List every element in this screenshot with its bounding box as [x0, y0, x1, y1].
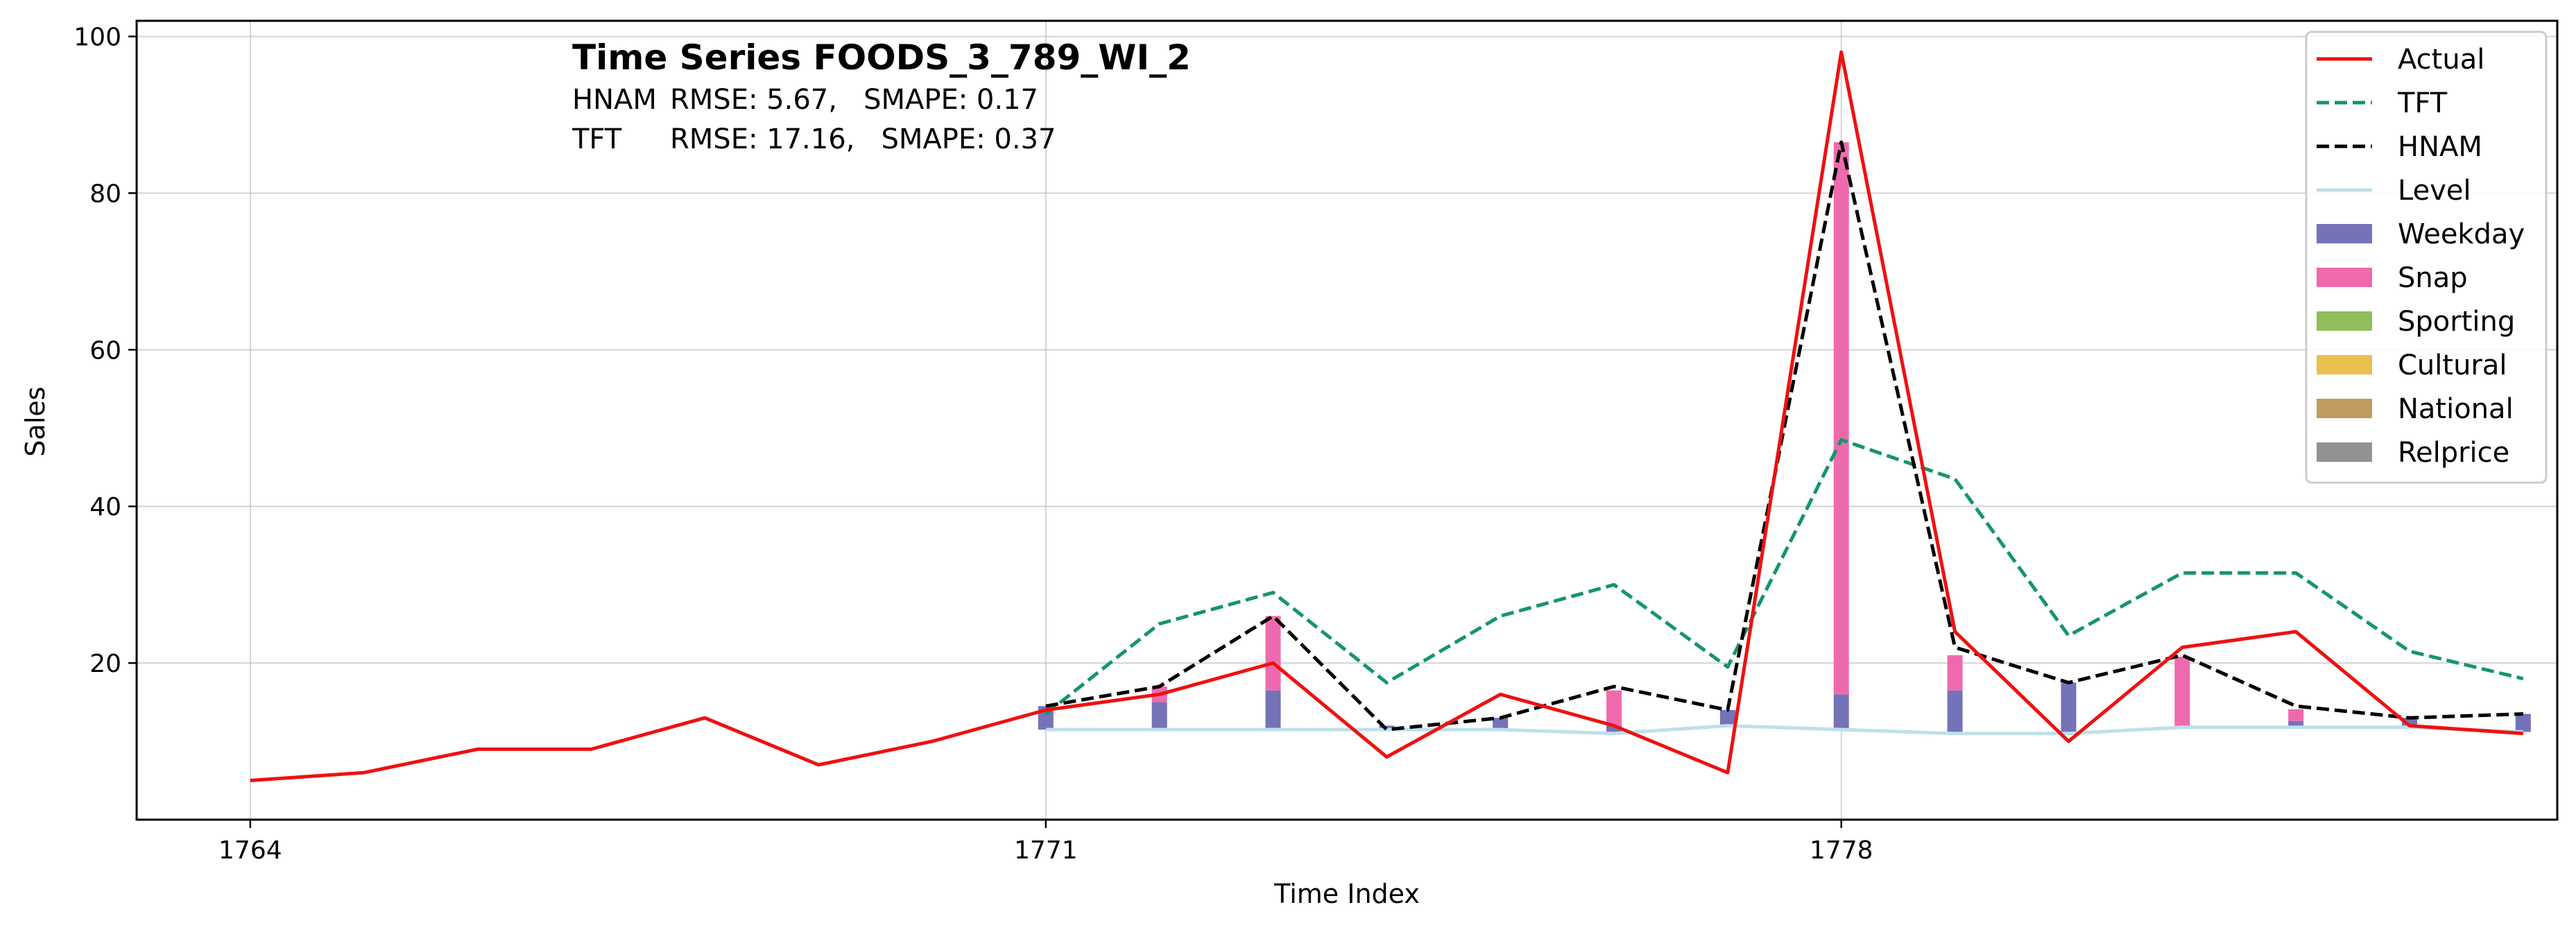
tft-metric-model: TFT — [572, 123, 622, 155]
legend-label-weekday: Weekday — [2398, 218, 2525, 250]
bar-weekday-1776 — [1606, 725, 1622, 734]
legend-label-relprice: Relprice — [2398, 437, 2509, 469]
y-tick-label: 60 — [89, 336, 121, 365]
series-line-actual — [250, 50, 2523, 782]
bar-snap-1773 — [1265, 616, 1281, 691]
legend-swatch-relprice — [2317, 442, 2372, 462]
tft-metric-values: RMSE: 17.16, SMAPE: 0.37 — [670, 123, 1056, 155]
hnam-metric-values: RMSE: 5.67, SMAPE: 0.17 — [670, 84, 1038, 116]
legend-label-actual: Actual — [2398, 44, 2484, 76]
bar-snap-1776 — [1606, 690, 1622, 726]
bar-weekday-1780 — [2061, 682, 2077, 734]
plot-frame — [135, 19, 2559, 821]
legend-label-sporting: Sporting — [2398, 306, 2515, 338]
legend: Actual TFT HNAM Level Weekday Snap Sporting Cul… — [2305, 31, 2548, 484]
y-tick-label: 20 — [89, 650, 121, 678]
bar-weekday-1784 — [2515, 714, 2531, 732]
series-line-level — [1045, 724, 2523, 736]
legend-label-snap: Snap — [2398, 262, 2468, 294]
bar-weekday-1772 — [1151, 702, 1167, 730]
legend-label-national: National — [2398, 393, 2514, 425]
y-tick-label: 40 — [89, 493, 121, 521]
legend-label-level: Level — [2398, 175, 2471, 207]
bar-snap-1778 — [1833, 142, 1849, 695]
series-line-hnam — [1045, 140, 2523, 732]
legend-label-hnam: HNAM — [2398, 131, 2482, 163]
bar-weekday-1777 — [1719, 709, 1735, 726]
chart-title: Time Series FOODS_3_789_WI_2 — [572, 37, 1191, 78]
x-tick-label: 1778 — [1810, 836, 1873, 865]
legend-swatch-weekday — [2317, 224, 2372, 243]
x-tick-label: 1764 — [218, 836, 282, 865]
bar-snap-1782 — [2288, 709, 2304, 721]
x-axis-label: Time Index — [1273, 879, 1420, 909]
bar-snap-1781 — [2174, 657, 2190, 727]
legend-swatch-snap — [2317, 268, 2372, 287]
bar-weekday-1778 — [1833, 694, 1849, 730]
hnam-metric-model: HNAM — [572, 84, 657, 116]
bar-weekday-1782 — [2288, 720, 2304, 727]
bar-weekday-1779 — [1947, 690, 1963, 734]
y-axis-label: Sales — [20, 386, 51, 456]
y-tick-label: 100 — [74, 24, 121, 52]
component-bars — [1038, 142, 2531, 734]
axis-ticks: 1764 1771 1778 20 40 60 80 100 — [74, 24, 1873, 865]
bar-snap-1779 — [1947, 655, 1963, 691]
legend-label-cultural: Cultural — [2398, 350, 2507, 381]
legend-swatch-sporting — [2317, 311, 2372, 331]
legend-swatch-national — [2317, 399, 2372, 418]
legend-label-tft: TFT — [2397, 87, 2448, 119]
bar-weekday-1775 — [1493, 718, 1509, 730]
series-line-tft — [1045, 438, 2524, 716]
legend-swatch-cultural — [2317, 355, 2372, 374]
y-tick-label: 80 — [89, 180, 121, 208]
bar-weekday-1773 — [1265, 690, 1281, 730]
x-tick-label: 1771 — [1014, 836, 1078, 865]
series-lines — [250, 50, 2524, 782]
